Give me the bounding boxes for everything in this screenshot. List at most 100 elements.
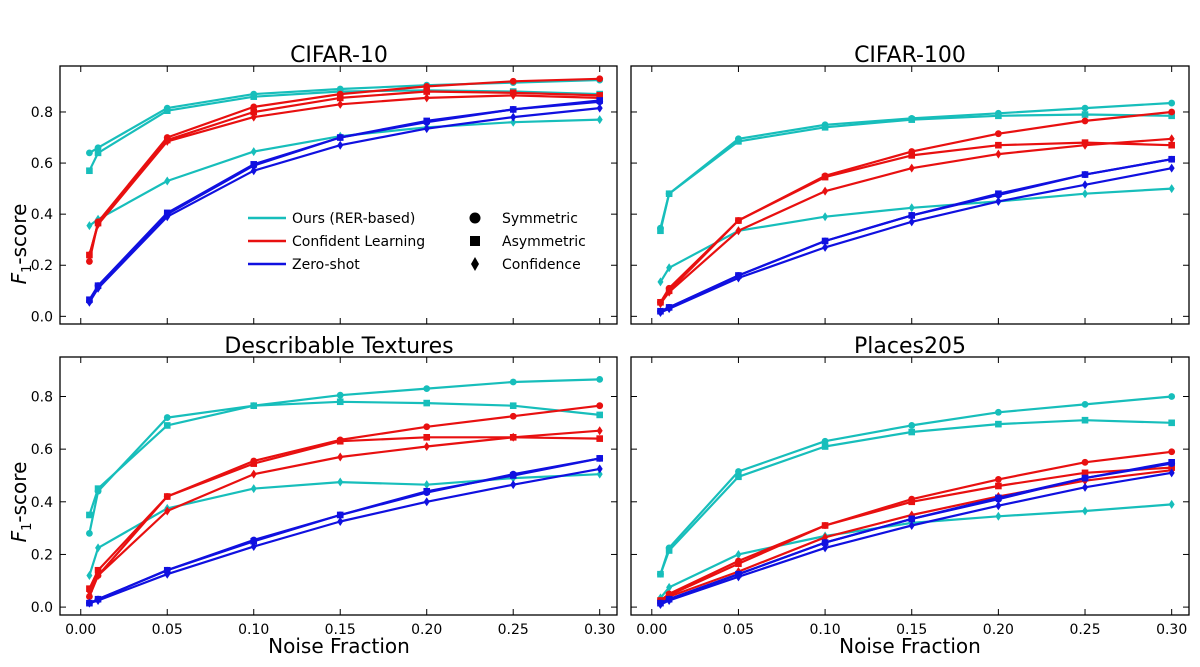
data-point bbox=[95, 543, 102, 553]
plot-frame bbox=[630, 65, 1190, 325]
data-point bbox=[1081, 400, 1089, 408]
data-point bbox=[510, 480, 517, 490]
data-point bbox=[735, 549, 742, 559]
legend-label-ours: Ours (RER-based) bbox=[292, 211, 415, 227]
data-point bbox=[423, 399, 431, 407]
data-point bbox=[423, 423, 431, 431]
data-point bbox=[1082, 180, 1089, 190]
data-point bbox=[163, 422, 171, 429]
x-tick-label: 0.30 bbox=[584, 622, 615, 638]
series-line bbox=[88, 404, 600, 598]
data-point bbox=[86, 598, 93, 608]
data-point bbox=[821, 173, 829, 181]
series-confident-confidence bbox=[657, 134, 1175, 309]
series-line bbox=[659, 113, 1172, 232]
data-point bbox=[250, 147, 257, 157]
data-point bbox=[86, 571, 93, 581]
panel-title-cifar10: CIFAR-10 bbox=[290, 43, 388, 68]
legend-label-confident: Confident Learning bbox=[292, 234, 425, 250]
data-point bbox=[86, 149, 93, 157]
data-point bbox=[337, 477, 344, 487]
data-point bbox=[250, 460, 258, 467]
data-point bbox=[665, 190, 673, 198]
data-point bbox=[423, 88, 431, 95]
data-point bbox=[596, 97, 604, 104]
series-ours-confidence bbox=[86, 469, 603, 581]
y-axis-label-top: F1-score bbox=[7, 204, 35, 285]
data-point bbox=[596, 411, 604, 419]
data-point bbox=[1081, 458, 1089, 466]
data-point bbox=[94, 144, 102, 152]
data-point bbox=[995, 494, 1002, 502]
data-point bbox=[1168, 155, 1175, 163]
data-point bbox=[994, 408, 1002, 416]
data-point bbox=[163, 107, 171, 115]
data-point bbox=[666, 263, 673, 273]
data-point bbox=[1081, 104, 1089, 112]
data-point bbox=[86, 511, 93, 519]
data-point bbox=[250, 166, 257, 176]
y-tick-label: 0.4 bbox=[31, 495, 53, 511]
data-point bbox=[666, 582, 673, 592]
data-point bbox=[596, 402, 604, 410]
series-line bbox=[659, 395, 1172, 575]
series-ours-confidence bbox=[657, 499, 1175, 603]
data-point bbox=[908, 152, 916, 159]
data-point bbox=[423, 385, 431, 392]
data-point bbox=[337, 140, 344, 150]
data-point bbox=[908, 203, 915, 213]
data-point bbox=[423, 433, 431, 441]
data-point bbox=[163, 414, 171, 421]
panel-title-dtd: Describable Textures bbox=[224, 334, 453, 359]
y-tick-label: 0.4 bbox=[31, 207, 53, 223]
data-point bbox=[95, 596, 102, 606]
series-ours-asymmetric bbox=[86, 398, 604, 519]
data-point bbox=[510, 117, 517, 127]
data-point bbox=[1168, 393, 1176, 400]
data-point bbox=[94, 485, 102, 492]
data-point bbox=[1168, 459, 1175, 466]
data-point bbox=[995, 112, 1002, 120]
x-tick-label: 0.20 bbox=[411, 622, 442, 638]
data-point bbox=[657, 227, 664, 235]
series-zeroshot-confidence bbox=[657, 468, 1175, 609]
series-line bbox=[659, 466, 1172, 602]
data-point bbox=[509, 412, 517, 420]
x-tick-label: 0.00 bbox=[65, 622, 96, 638]
data-point bbox=[250, 484, 257, 494]
data-point bbox=[665, 547, 673, 554]
data-point bbox=[995, 501, 1002, 511]
series-ours-asymmetric bbox=[86, 86, 604, 175]
data-point bbox=[250, 161, 258, 168]
data-point bbox=[510, 432, 517, 442]
x-tick-label: 0.20 bbox=[983, 622, 1014, 638]
data-point bbox=[423, 93, 430, 103]
panel-title-places205: Places205 bbox=[854, 334, 966, 359]
data-point bbox=[821, 522, 829, 529]
data-point bbox=[336, 134, 344, 141]
y-axis-label-bottom: F1-score bbox=[7, 462, 35, 543]
data-point bbox=[163, 493, 171, 500]
legend-label-symmetric: Symmetric bbox=[502, 211, 578, 227]
data-point bbox=[995, 149, 1002, 159]
series-confident-confidence bbox=[86, 426, 603, 596]
data-point bbox=[423, 124, 430, 134]
data-point bbox=[336, 437, 344, 445]
data-point bbox=[1168, 108, 1176, 116]
data-point bbox=[336, 94, 344, 102]
data-point bbox=[735, 560, 742, 567]
legend-label-zeroshot: Zero-shot bbox=[292, 257, 360, 273]
data-point bbox=[1168, 419, 1175, 427]
series-line bbox=[88, 118, 600, 227]
x-tick-label: 0.00 bbox=[636, 622, 667, 638]
data-point bbox=[994, 476, 1002, 483]
x-axis-label-right: Noise Fraction bbox=[839, 634, 981, 658]
data-point bbox=[423, 497, 430, 507]
data-point bbox=[995, 190, 1002, 198]
series-line bbox=[88, 94, 600, 256]
panel-places205: 0.00 0.05 0.10 0.15 0.20 0.25 0.30 bbox=[630, 356, 1190, 638]
y-tick-label: 0.6 bbox=[31, 156, 53, 172]
data-point bbox=[1168, 184, 1175, 194]
legend-label-confidence: Confidence bbox=[502, 257, 581, 273]
